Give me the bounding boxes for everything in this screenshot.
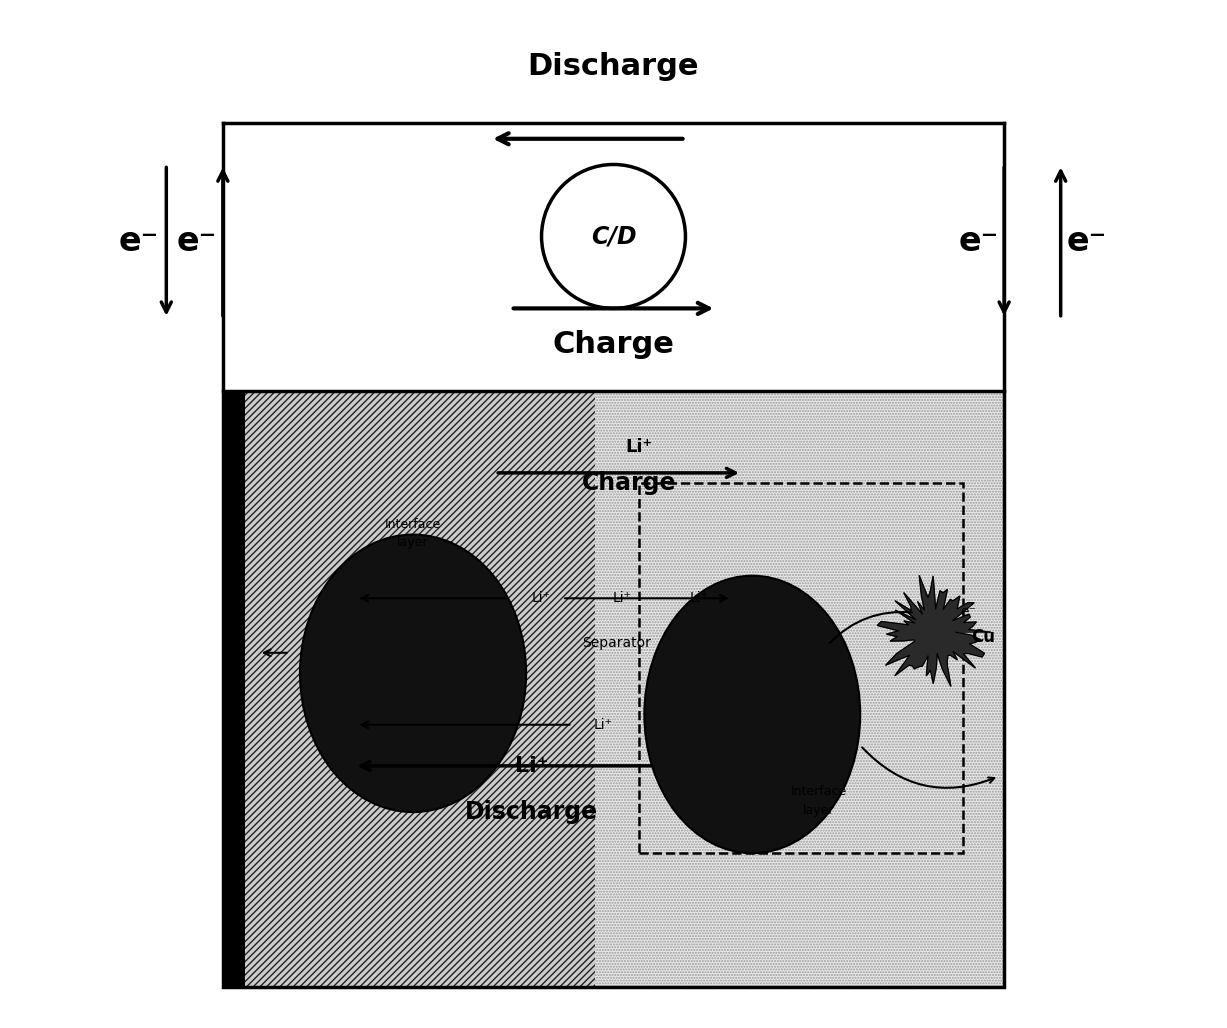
Text: Interface: Interface [385, 518, 442, 530]
Bar [245, 391, 595, 987]
Ellipse shape [299, 535, 526, 812]
Text: e⁻: e⁻ [177, 225, 217, 258]
Text: Li⁺: Li⁺ [514, 756, 548, 776]
Bar [223, 391, 245, 987]
Ellipse shape [541, 164, 686, 308]
Text: layer: layer [804, 804, 834, 816]
Text: Interface: Interface [791, 785, 847, 798]
Text: Li⁺: Li⁺ [626, 438, 653, 456]
Text: Discharge: Discharge [465, 800, 598, 824]
Text: Li⁺: Li⁺ [612, 591, 631, 605]
Polygon shape [877, 576, 990, 687]
Bar [639, 483, 963, 853]
Text: e⁻: e⁻ [961, 604, 977, 619]
Text: e⁻: e⁻ [1066, 225, 1107, 258]
Text: Charge: Charge [552, 330, 675, 359]
Text: e⁻: e⁻ [958, 225, 999, 258]
Text: Li⁺: Li⁺ [533, 591, 551, 605]
Text: e⁻: e⁻ [119, 225, 158, 258]
Ellipse shape [644, 576, 860, 853]
Text: Li⁺: Li⁺ [690, 591, 708, 605]
Text: Cu: Cu [972, 628, 995, 647]
Bar [595, 391, 1006, 987]
Text: C/D: C/D [590, 224, 637, 249]
Bar [223, 391, 1004, 987]
Text: Charge: Charge [582, 471, 676, 495]
Text: Li⁺: Li⁺ [594, 718, 612, 732]
Text: layer: layer [398, 537, 428, 549]
Text: Discharge: Discharge [528, 52, 699, 81]
Text: Separator: Separator [582, 635, 652, 650]
